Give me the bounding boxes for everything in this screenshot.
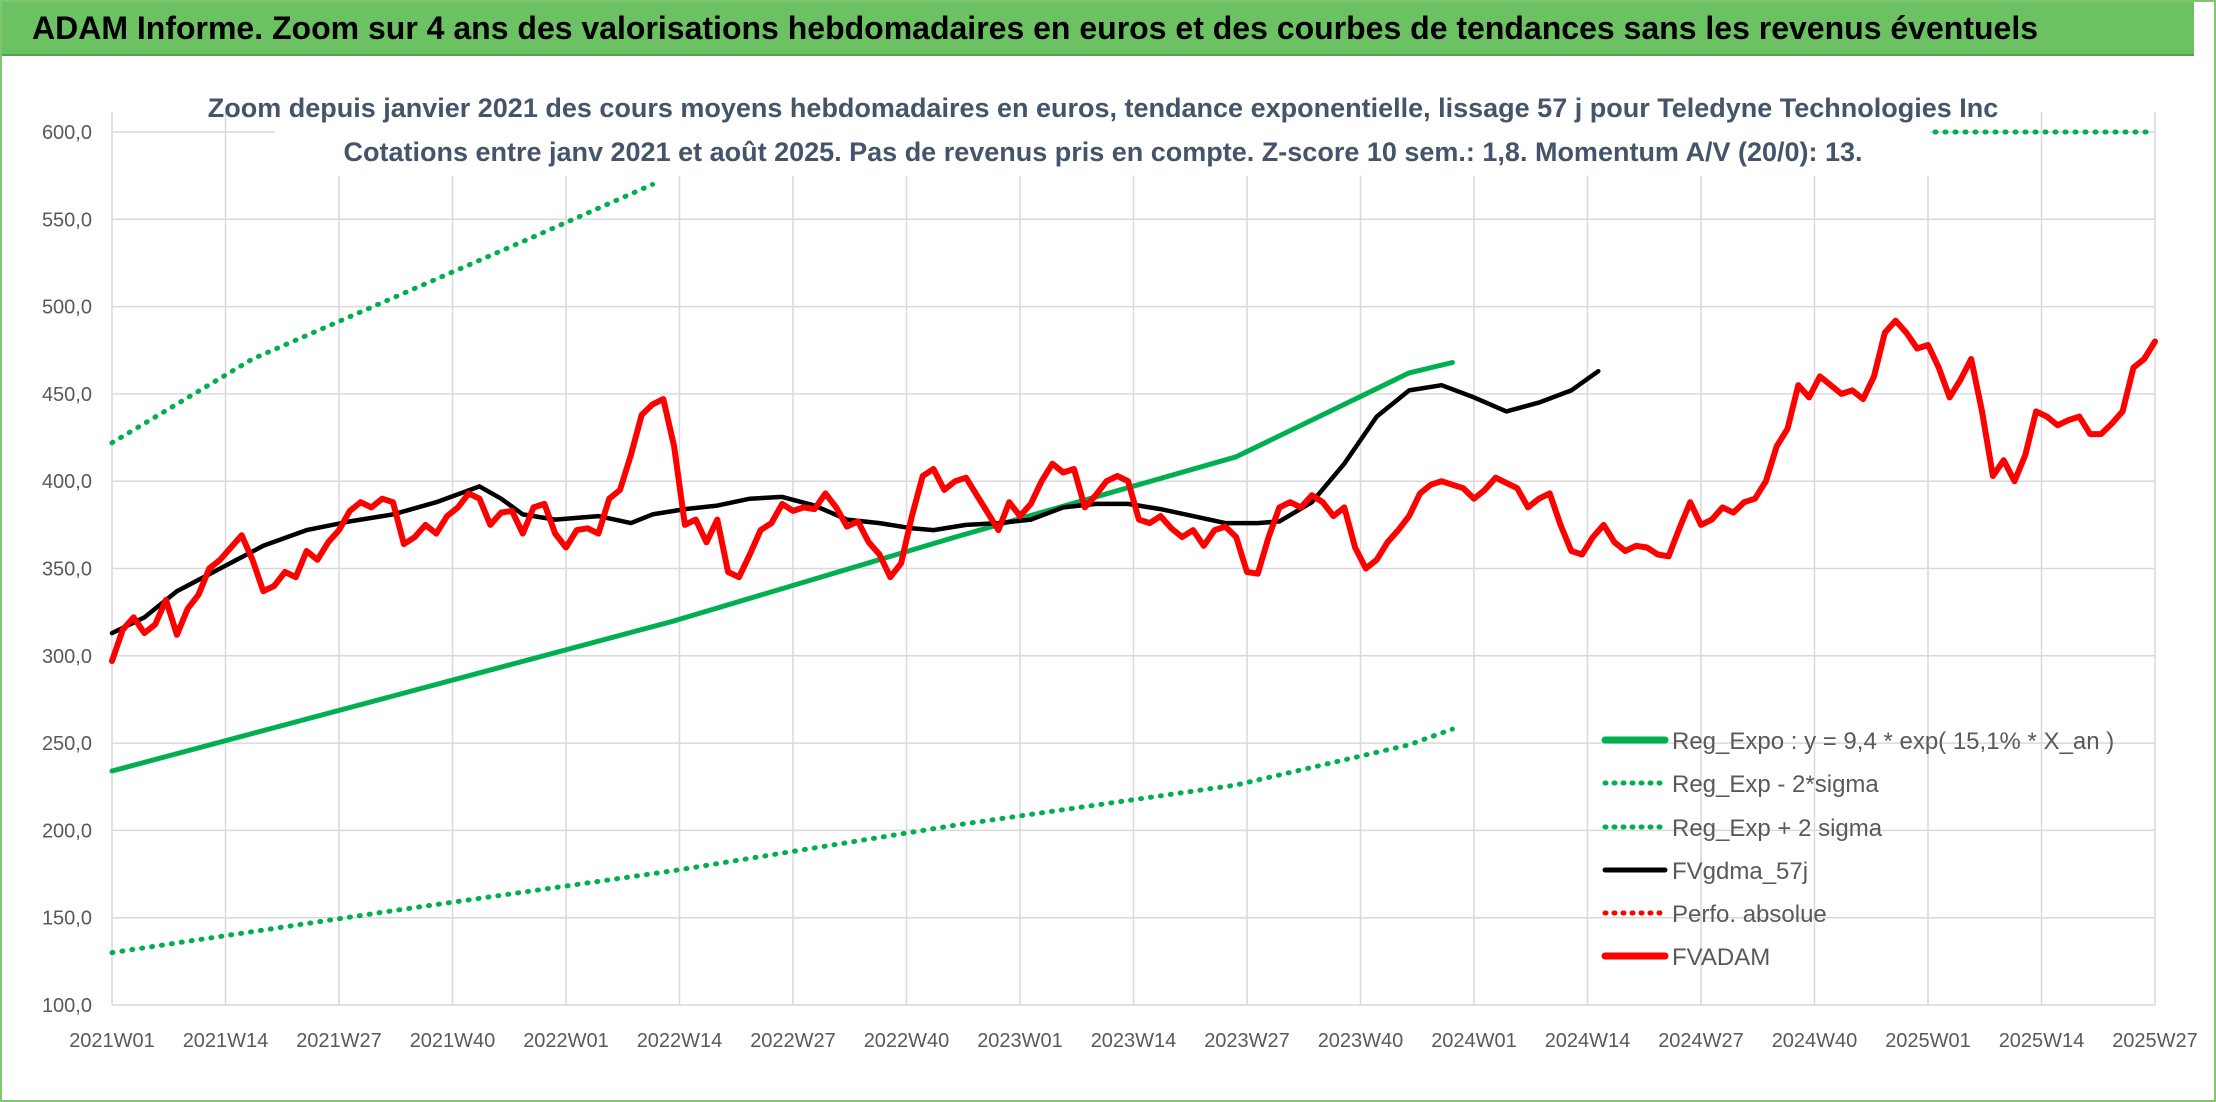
y-tick-label: 100,0 bbox=[42, 995, 92, 1017]
legend-label: Reg_Exp + 2 sigma bbox=[1672, 815, 1883, 842]
banner-title: ADAM Informe. Zoom sur 4 ans des valoris… bbox=[32, 10, 2038, 46]
y-tick-label: 400,0 bbox=[42, 471, 92, 493]
x-tick-label: 2021W27 bbox=[296, 1030, 382, 1052]
chart-legend: Reg_Expo : y = 9,4 * exp( 15,1% * X_an )… bbox=[1601, 728, 2114, 971]
x-tick-label: 2025W27 bbox=[2112, 1030, 2198, 1052]
title-background bbox=[275, 84, 1930, 176]
series-line-3 bbox=[109, 368, 1601, 636]
legend-label: FVgdma_57j bbox=[1672, 858, 1808, 885]
x-axis-ticks: 2021W01 2021W14 2021W27 2021W40 2022W01 2022W… bbox=[69, 1030, 2198, 1052]
x-tick-label: 2024W40 bbox=[1772, 1030, 1858, 1052]
x-tick-label: 2025W14 bbox=[1999, 1030, 2085, 1052]
x-tick-label: 2023W14 bbox=[1091, 1030, 1177, 1052]
x-tick-label: 2023W40 bbox=[1318, 1030, 1404, 1052]
y-tick-label: 200,0 bbox=[42, 820, 92, 842]
legend-label: Reg_Exp - 2*sigma bbox=[1672, 771, 1879, 798]
x-tick-label: 2025W01 bbox=[1885, 1030, 1971, 1052]
y-tick-label: 250,0 bbox=[42, 733, 92, 755]
x-tick-label: 2024W14 bbox=[1545, 1030, 1631, 1052]
x-tick-label: 2022W14 bbox=[637, 1030, 723, 1052]
x-tick-label: 2021W40 bbox=[410, 1030, 496, 1052]
y-tick-label: 350,0 bbox=[42, 559, 92, 581]
report-banner: ADAM Informe. Zoom sur 4 ans des valoris… bbox=[2, 2, 2194, 56]
y-tick-label: 500,0 bbox=[42, 297, 92, 319]
y-tick-label: 550,0 bbox=[42, 209, 92, 231]
y-tick-label: 300,0 bbox=[42, 646, 92, 668]
y-tick-label: 150,0 bbox=[42, 908, 92, 930]
x-tick-label: 2024W01 bbox=[1431, 1030, 1517, 1052]
x-tick-label: 2023W01 bbox=[977, 1030, 1063, 1052]
x-tick-label: 2024W27 bbox=[1658, 1030, 1744, 1052]
y-tick-label: 450,0 bbox=[42, 384, 92, 406]
legend-label: FVADAM bbox=[1672, 944, 1770, 971]
legend-label: Reg_Expo : y = 9,4 * exp( 15,1% * X_an ) bbox=[1672, 728, 2114, 755]
y-tick-label: 600,0 bbox=[42, 122, 92, 144]
plot-area bbox=[109, 129, 2158, 956]
x-tick-label: 2022W40 bbox=[864, 1030, 950, 1052]
x-tick-label: 2023W27 bbox=[1204, 1030, 1290, 1052]
x-tick-label: 2022W01 bbox=[523, 1030, 609, 1052]
x-tick-label: 2022W27 bbox=[750, 1030, 836, 1052]
chart-title-line1: Zoom depuis janvier 2021 des cours moyen… bbox=[208, 93, 1999, 123]
gridlines bbox=[111, 112, 2156, 1006]
chart-title-line2: Cotations entre janv 2021 et août 2025. … bbox=[343, 137, 1862, 167]
series-line-0 bbox=[109, 360, 1455, 774]
x-tick-label: 2021W14 bbox=[183, 1030, 269, 1052]
series-line-5 bbox=[109, 317, 2158, 664]
legend-label: Perfo. absolue bbox=[1672, 901, 1827, 928]
series-line-2 bbox=[109, 181, 655, 446]
series-line-1 bbox=[109, 726, 1455, 956]
y-axis-ticks: 100,0 150,0 200,0 250,0 300,0 350,0 400,0 450,0… bbox=[42, 122, 92, 1017]
x-tick-label: 2021W01 bbox=[69, 1030, 155, 1052]
